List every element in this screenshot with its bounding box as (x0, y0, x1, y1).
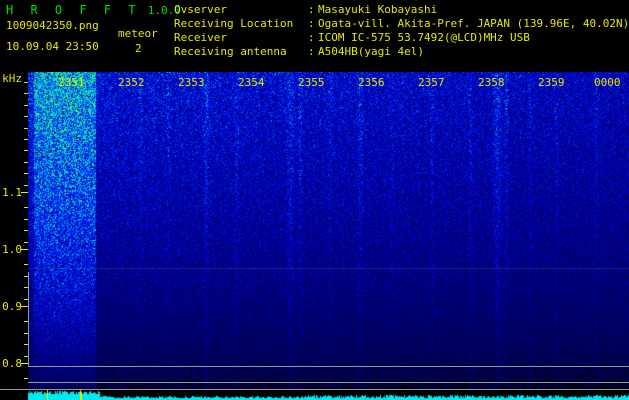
spectrogram-plot (0, 72, 629, 400)
metadata-sep-receiver: : (308, 31, 315, 44)
y-axis-tick-minor (24, 356, 28, 357)
metadata-value-location: Ogata-vill. Akita-Pref. JAPAN (139.96E, … (318, 17, 629, 30)
metadata-sep-observer: : (308, 3, 315, 16)
y-axis-label: 1.1 (2, 186, 22, 199)
gridline-vertical-left (28, 272, 29, 366)
y-axis-tick-minor (24, 82, 28, 83)
y-axis-tick-minor (24, 242, 28, 243)
y-axis-tick-minor (24, 264, 28, 265)
datetime-label: 10.09.04 23:50 (6, 40, 99, 53)
y-axis-tick-minor (24, 276, 28, 277)
spectrogram-canvas (0, 72, 629, 400)
y-axis-tick-major (21, 192, 28, 193)
metadata-row-antenna: Receiving antenna: A504HB(yagi 4el) (174, 45, 629, 59)
y-axis-tick-major (21, 306, 28, 307)
y-axis-tick-minor (24, 128, 28, 129)
x-axis-label: 2352 (118, 76, 145, 89)
gridline-amplitude-baseline (0, 389, 629, 390)
app-version: 1.0.0 (147, 4, 181, 17)
y-axis: kHz 1.11.00.90.80.70.6 (0, 72, 28, 400)
x-axis-label: 2358 (478, 76, 505, 89)
y-axis-tick-minor (24, 150, 28, 151)
x-axis-label: 2359 (538, 76, 565, 89)
gridline-lower (28, 382, 629, 383)
metadata-value-receiver: ICOM IC-575 53.7492(@LCD)MHz USB (318, 31, 530, 44)
x-axis-label: 2357 (418, 76, 445, 89)
x-axis-label: 2354 (238, 76, 265, 89)
y-axis-tick-major (21, 363, 28, 364)
metadata-key-antenna: Receiving antenna (174, 45, 287, 58)
x-axis-label: 2353 (178, 76, 205, 89)
event-count-label: 2 (135, 42, 142, 55)
y-axis-tick-minor (24, 139, 28, 140)
y-axis-tick-minor (24, 93, 28, 94)
y-axis-tick-minor (24, 105, 28, 106)
amplitude-canvas (0, 390, 629, 400)
y-axis-tick-minor (24, 299, 28, 300)
x-axis-label: 2356 (358, 76, 385, 89)
y-axis-label: 0.9 (2, 300, 22, 313)
x-axis-label: 0000 (594, 76, 621, 89)
y-axis-tick-minor (24, 287, 28, 288)
y-axis-unit-label: kHz (2, 72, 22, 85)
header-panel: H R O F F T 1.0.0 1009042350.png 10.09.0… (0, 0, 629, 72)
x-axis-label: 2351 (58, 76, 85, 89)
y-axis-tick-minor (24, 162, 28, 163)
metadata-sep-location: : (308, 17, 315, 30)
y-axis-tick-minor (24, 333, 28, 334)
app-title-text: H R O F F T (6, 3, 141, 17)
event-kind-label: meteor (118, 27, 158, 40)
y-axis-tick-minor (24, 378, 28, 379)
gridline-upper (28, 366, 629, 367)
metadata-key-location: Receiving Location (174, 17, 294, 30)
filename-label: 1009042350.png (6, 19, 99, 32)
metadata-sep-antenna: : (308, 45, 315, 58)
metadata-value-observer: Masayuki Kobayashi (318, 3, 438, 16)
y-axis-tick-minor (24, 219, 28, 220)
metadata-row-observer: Ovserver: Masayuki Kobayashi (174, 3, 629, 17)
metadata-row-receiver: Receiver: ICOM IC-575 53.7492(@LCD)MHz US… (174, 31, 629, 45)
metadata-value-antenna: A504HB(yagi 4el) (318, 45, 424, 58)
y-axis-tick-minor (24, 185, 28, 186)
y-axis-label: 1.0 (2, 243, 22, 256)
metadata-row-location: Receiving Location: Ogata-vill. Akita-Pre… (174, 17, 629, 31)
y-axis-tick-minor (24, 116, 28, 117)
metadata-key-receiver: Receiver (174, 31, 227, 44)
y-axis-tick-minor (24, 207, 28, 208)
y-axis-label: 0.8 (2, 357, 22, 370)
x-axis-label: 2355 (298, 76, 325, 89)
app-title: H R O F F T 1.0.0 (6, 3, 181, 17)
y-axis-tick-minor (24, 173, 28, 174)
y-axis-tick-minor (24, 321, 28, 322)
amplitude-strip (0, 390, 629, 400)
metadata-key-observer: Ovserver (174, 3, 227, 16)
y-axis-tick-minor (24, 230, 28, 231)
y-axis-tick-minor (24, 344, 28, 345)
metadata-block: Ovserver: Masayuki Kobayashi Receiving Lo… (174, 3, 629, 59)
y-axis-tick-major (21, 249, 28, 250)
